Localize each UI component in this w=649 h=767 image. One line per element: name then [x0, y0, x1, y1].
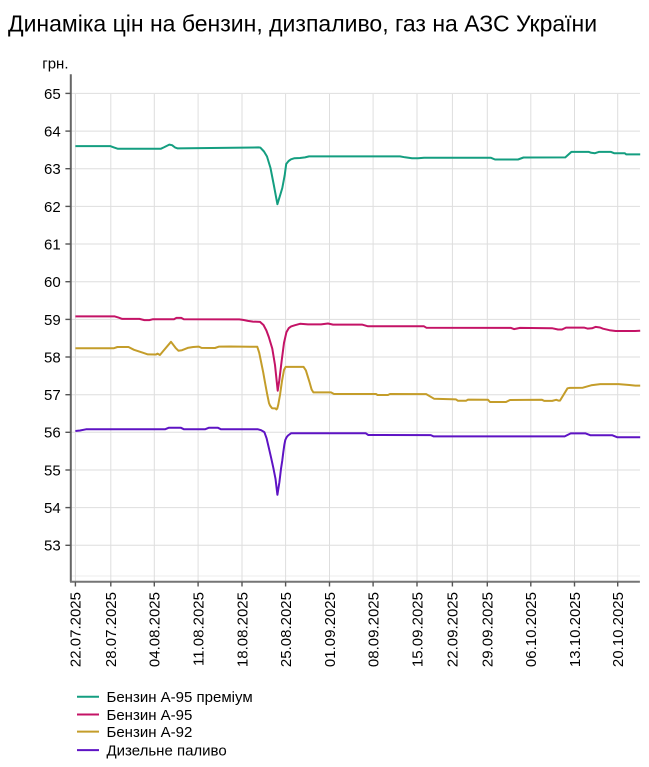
svg-text:65: 65: [44, 86, 61, 103]
svg-text:57: 57: [44, 387, 61, 404]
svg-text:29.09.2025: 29.09.2025: [480, 592, 497, 667]
svg-text:11.08.2025: 11.08.2025: [190, 592, 207, 666]
svg-text:13.10.2025: 13.10.2025: [567, 592, 584, 667]
svg-text:01.09.2025: 01.09.2025: [322, 592, 339, 667]
svg-text:грн.: грн.: [42, 56, 68, 73]
svg-text:08.09.2025: 08.09.2025: [365, 592, 382, 667]
svg-text:20.10.2025: 20.10.2025: [610, 592, 627, 667]
svg-text:Бензин А-95 преміум: Бензин А-95 преміум: [107, 689, 253, 706]
svg-text:53: 53: [44, 538, 61, 555]
svg-text:56: 56: [44, 425, 61, 442]
svg-text:62: 62: [44, 199, 61, 216]
svg-text:15.09.2025: 15.09.2025: [409, 592, 426, 667]
svg-text:55: 55: [44, 462, 61, 479]
svg-text:28.07.2025: 28.07.2025: [103, 592, 120, 667]
svg-text:25.08.2025: 25.08.2025: [278, 592, 295, 667]
svg-text:54: 54: [44, 500, 61, 517]
svg-text:63: 63: [44, 161, 61, 178]
svg-text:61: 61: [44, 236, 61, 253]
svg-text:60: 60: [44, 274, 61, 291]
svg-text:58: 58: [44, 349, 61, 366]
svg-text:59: 59: [44, 312, 61, 329]
svg-text:Дизельне паливо: Дизельне паливо: [107, 743, 227, 760]
svg-text:Динаміка цін на бензин, дизпал: Динаміка цін на бензин, дизпаливо, газ н…: [8, 10, 597, 36]
svg-text:22.07.2025: 22.07.2025: [68, 592, 85, 667]
svg-text:04.08.2025: 04.08.2025: [147, 592, 164, 667]
svg-text:64: 64: [44, 124, 61, 141]
svg-text:Бензин А-92: Бензин А-92: [107, 724, 193, 741]
svg-text:18.08.2025: 18.08.2025: [234, 592, 251, 667]
svg-text:Бензин А-95: Бензин А-95: [107, 707, 193, 724]
svg-text:22.09.2025: 22.09.2025: [445, 592, 462, 667]
svg-text:06.10.2025: 06.10.2025: [523, 592, 540, 667]
